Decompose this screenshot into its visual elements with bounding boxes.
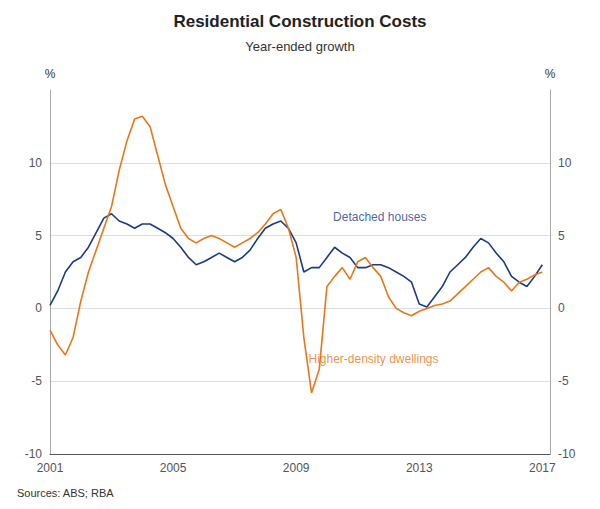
svg-text:Residential Construction Costs: Residential Construction Costs (173, 12, 426, 31)
svg-text:0: 0 (558, 301, 565, 315)
svg-text:Higher-density dwellings: Higher-density dwellings (308, 352, 438, 366)
svg-text:-10: -10 (558, 447, 576, 461)
svg-text:0: 0 (35, 301, 42, 315)
svg-text:Year-ended growth: Year-ended growth (245, 39, 354, 54)
svg-text:2005: 2005 (160, 461, 187, 475)
svg-text:10: 10 (558, 156, 572, 170)
svg-text:2009: 2009 (283, 461, 310, 475)
svg-text:-5: -5 (558, 374, 569, 388)
svg-text:Sources: ABS; RBA: Sources: ABS; RBA (17, 487, 114, 499)
svg-text:Detached houses: Detached houses (333, 210, 426, 224)
svg-text:%: % (545, 67, 556, 81)
svg-text:2013: 2013 (406, 461, 433, 475)
svg-text:-10: -10 (25, 447, 43, 461)
svg-text:10: 10 (29, 156, 43, 170)
svg-text:5: 5 (558, 229, 565, 243)
svg-text:%: % (45, 67, 56, 81)
svg-text:-5: -5 (31, 374, 42, 388)
svg-text:2017: 2017 (529, 461, 556, 475)
svg-text:2001: 2001 (37, 461, 64, 475)
svg-text:5: 5 (35, 229, 42, 243)
